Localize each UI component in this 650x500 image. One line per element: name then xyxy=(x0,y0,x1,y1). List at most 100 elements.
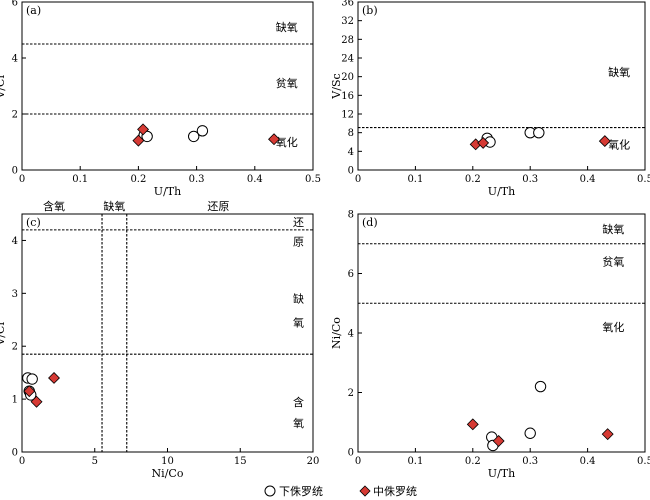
y-axis-label: V/Cr xyxy=(0,320,7,347)
y-tick-label: 6 xyxy=(348,269,354,280)
legend-label: 下侏罗统 xyxy=(279,485,323,498)
y-tick-label: 0 xyxy=(348,166,354,177)
y-axis-label: V/Sc xyxy=(330,73,343,99)
zone-label: 氧 xyxy=(293,416,304,430)
y-tick-label: 2 xyxy=(348,388,354,399)
x-tick-label: 0.4 xyxy=(247,174,263,185)
zone-label: 原 xyxy=(293,236,304,249)
x-tick-label: 15 xyxy=(234,456,247,467)
chart-panel-2: 0 0.1 0.2 0.3 0.4 0.5 0 4 8 12 16 20 24 28 32 36 U/Th V/S… xyxy=(330,0,650,198)
y-tick-label: 4 xyxy=(12,54,18,65)
zone-header-label: 含氧 xyxy=(43,199,65,213)
y-axis-label: V/Cr xyxy=(0,73,7,100)
zone-label: 还 xyxy=(293,216,304,229)
data-point-middle xyxy=(477,136,490,149)
y-tick-label: 8 xyxy=(348,128,354,139)
data-point-middle xyxy=(30,395,43,408)
data-point-middle xyxy=(23,385,36,398)
y-tick-label: 4 xyxy=(348,147,354,158)
data-point-middle xyxy=(466,418,479,431)
panel-label: (c) xyxy=(26,216,41,229)
x-tick-label: 0 xyxy=(355,456,361,467)
x-axis-label: U/Th xyxy=(488,467,515,480)
x-tick-label: 0 xyxy=(19,174,25,185)
y-tick-label: 24 xyxy=(341,54,354,65)
x-tick-label: 0.3 xyxy=(189,174,205,185)
data-point-lower xyxy=(524,427,536,439)
y-tick-label: 0 xyxy=(12,166,18,177)
x-axis-label: U/Th xyxy=(488,185,515,198)
x-tick-label: 0.4 xyxy=(580,456,596,467)
x-tick-label: 0.1 xyxy=(407,456,423,467)
x-tick-label: 0.5 xyxy=(305,174,321,185)
x-tick-label: 0.5 xyxy=(637,456,650,467)
x-tick-label: 10 xyxy=(161,456,174,467)
zone-label: 缺氧 xyxy=(276,20,298,34)
x-tick-label: 0.3 xyxy=(522,456,538,467)
x-tick-label: 20 xyxy=(307,456,320,467)
x-tick-label: 0 xyxy=(355,174,361,185)
y-tick-label: 0 xyxy=(348,448,354,459)
zone-header-label: 还原 xyxy=(207,200,229,213)
x-tick-label: 0 xyxy=(19,456,25,467)
y-tick-label: 16 xyxy=(341,91,354,102)
x-tick-label: 5 xyxy=(92,456,98,467)
panel-label: (d) xyxy=(362,216,378,229)
x-axis-label: Ni/Co xyxy=(152,467,184,480)
zone-label: 氧 xyxy=(293,315,304,329)
zone-label: 氧化 xyxy=(608,137,630,151)
x-tick-label: 0.4 xyxy=(580,174,596,185)
y-tick-label: 4 xyxy=(12,236,18,247)
zone-label: 缺 xyxy=(293,292,304,306)
plot-frame xyxy=(21,213,314,453)
panel-label: (b) xyxy=(362,4,378,17)
zone-label: 氧化 xyxy=(276,135,298,149)
data-point-lower xyxy=(196,125,209,137)
plot-frame xyxy=(357,1,646,171)
x-tick-label: 0.5 xyxy=(637,174,650,185)
x-tick-label: 0.1 xyxy=(407,174,423,185)
data-point-lower xyxy=(26,373,38,385)
data-point-middle xyxy=(268,133,280,146)
zone-label: 贫氧 xyxy=(276,76,298,90)
y-tick-label: 6 xyxy=(12,0,18,9)
x-tick-label: 0.2 xyxy=(465,174,481,185)
x-tick-label: 0.3 xyxy=(522,174,538,185)
y-tick-label: 0 xyxy=(12,448,18,459)
y-tick-label: 20 xyxy=(341,72,354,83)
zone-label: 缺氧 xyxy=(602,222,624,236)
legend-marker-middle xyxy=(359,485,371,497)
y-tick-label: 1 xyxy=(12,395,18,406)
y-tick-label: 32 xyxy=(341,16,354,27)
y-tick-label: 36 xyxy=(341,0,354,9)
legend-marker-lower xyxy=(264,485,276,497)
y-tick-label: 8 xyxy=(348,210,354,221)
data-point-lower xyxy=(187,130,200,143)
legend: 下侏罗统 中侏罗统 xyxy=(264,485,417,498)
zone-label: 贫氧 xyxy=(602,255,624,269)
y-tick-label: 12 xyxy=(341,110,354,121)
zone-label: 含 xyxy=(293,395,304,409)
plot-frame xyxy=(21,1,314,171)
x-tick-label: 0.2 xyxy=(130,174,146,185)
zone-header-label: 缺氧 xyxy=(103,199,125,213)
x-tick-label: 0.1 xyxy=(72,174,88,185)
panel-label: (a) xyxy=(26,4,41,17)
data-point-middle xyxy=(137,123,150,136)
y-tick-label: 2 xyxy=(12,110,18,121)
x-axis-label: U/Th xyxy=(154,185,181,198)
x-tick-label: 0.2 xyxy=(465,456,481,467)
data-point-middle xyxy=(601,428,614,441)
zone-label: 氧化 xyxy=(602,320,624,334)
data-point-middle xyxy=(598,135,611,148)
y-tick-label: 28 xyxy=(341,35,354,46)
data-point-middle xyxy=(48,371,60,384)
y-tick-label: 3 xyxy=(12,289,18,300)
y-tick-label: 4 xyxy=(348,329,354,340)
data-point-middle xyxy=(492,435,505,447)
y-axis-label: Ni/Co xyxy=(330,317,343,349)
